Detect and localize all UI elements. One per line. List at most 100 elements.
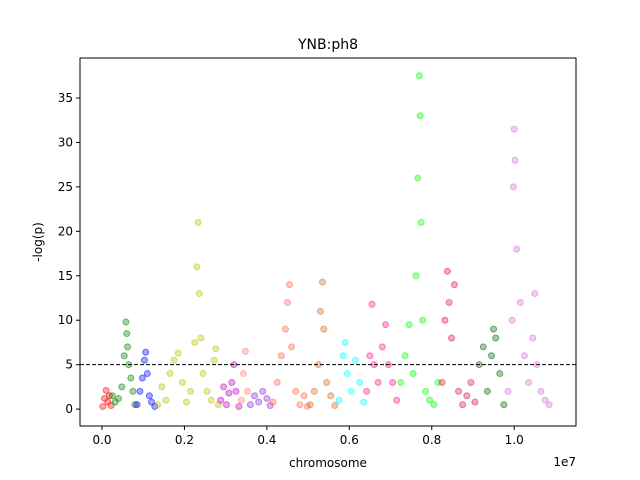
- point: [416, 112, 424, 120]
- point: [300, 392, 308, 400]
- point: [212, 345, 220, 353]
- point: [220, 383, 228, 391]
- point: [263, 394, 271, 402]
- point: [210, 356, 218, 364]
- y-tick-label: 20: [58, 224, 73, 238]
- point: [277, 352, 285, 360]
- point: [382, 321, 390, 329]
- point: [339, 352, 347, 360]
- point: [127, 374, 135, 382]
- point: [520, 352, 528, 360]
- point: [228, 378, 236, 386]
- point: [193, 263, 201, 271]
- point: [199, 370, 207, 378]
- point: [124, 343, 132, 351]
- point: [471, 398, 479, 406]
- point: [154, 401, 162, 409]
- point: [269, 398, 277, 406]
- point: [292, 387, 300, 395]
- point: [286, 281, 294, 289]
- point: [531, 290, 539, 298]
- point: [508, 316, 516, 324]
- point: [323, 378, 331, 386]
- point: [114, 394, 122, 402]
- point: [414, 174, 422, 182]
- point: [405, 321, 413, 329]
- point: [108, 392, 116, 400]
- point: [525, 378, 533, 386]
- point: [123, 330, 131, 338]
- point: [510, 125, 518, 133]
- plot-frame: [79, 57, 577, 427]
- point: [140, 356, 148, 364]
- point: [409, 370, 417, 378]
- point: [102, 386, 110, 394]
- point: [529, 334, 537, 342]
- point: [393, 396, 401, 404]
- point: [259, 387, 267, 395]
- point: [251, 392, 259, 400]
- point: [430, 401, 438, 409]
- y-axis-label: -log(p): [31, 222, 45, 262]
- point: [288, 343, 296, 351]
- x-tick-label: 0.6: [340, 433, 359, 447]
- point: [419, 316, 427, 324]
- x-tick-label: 0.8: [422, 433, 441, 447]
- point: [237, 396, 245, 404]
- point: [283, 298, 291, 306]
- point: [492, 334, 500, 342]
- point: [194, 218, 202, 226]
- point: [347, 387, 355, 395]
- point: [222, 401, 230, 409]
- point: [500, 401, 508, 409]
- point: [241, 347, 249, 355]
- point: [246, 401, 254, 409]
- y-tick-label: 10: [58, 313, 73, 327]
- point: [232, 387, 240, 395]
- y-tick-label: 35: [58, 91, 73, 105]
- point: [541, 396, 549, 404]
- point: [310, 387, 318, 395]
- y-tick-label: 0: [65, 402, 73, 416]
- point: [255, 398, 263, 406]
- point: [281, 325, 289, 333]
- point: [356, 378, 364, 386]
- point: [133, 401, 141, 409]
- point: [351, 356, 359, 364]
- point: [479, 343, 487, 351]
- point: [320, 325, 328, 333]
- point: [441, 316, 449, 324]
- point: [195, 290, 203, 298]
- point: [368, 300, 376, 308]
- point: [504, 387, 512, 395]
- point: [363, 387, 371, 395]
- point: [483, 387, 491, 395]
- point: [389, 378, 397, 386]
- point: [203, 387, 211, 395]
- point: [131, 401, 139, 409]
- point: [244, 387, 252, 395]
- point: [335, 396, 343, 404]
- x-tick-label: 0.0: [92, 433, 111, 447]
- point: [341, 338, 349, 346]
- point: [415, 72, 423, 80]
- point: [178, 378, 186, 386]
- point: [545, 401, 553, 409]
- point: [316, 307, 324, 315]
- point: [122, 318, 130, 326]
- point: [360, 398, 368, 406]
- point: [327, 392, 335, 400]
- point: [496, 370, 504, 378]
- point: [136, 387, 144, 395]
- point: [366, 352, 374, 360]
- point: [374, 378, 382, 386]
- point: [448, 334, 456, 342]
- point: [239, 370, 247, 378]
- point: [273, 378, 281, 386]
- point: [235, 402, 243, 410]
- point: [138, 374, 146, 382]
- point: [397, 378, 405, 386]
- x-tick-label: 0.4: [257, 433, 276, 447]
